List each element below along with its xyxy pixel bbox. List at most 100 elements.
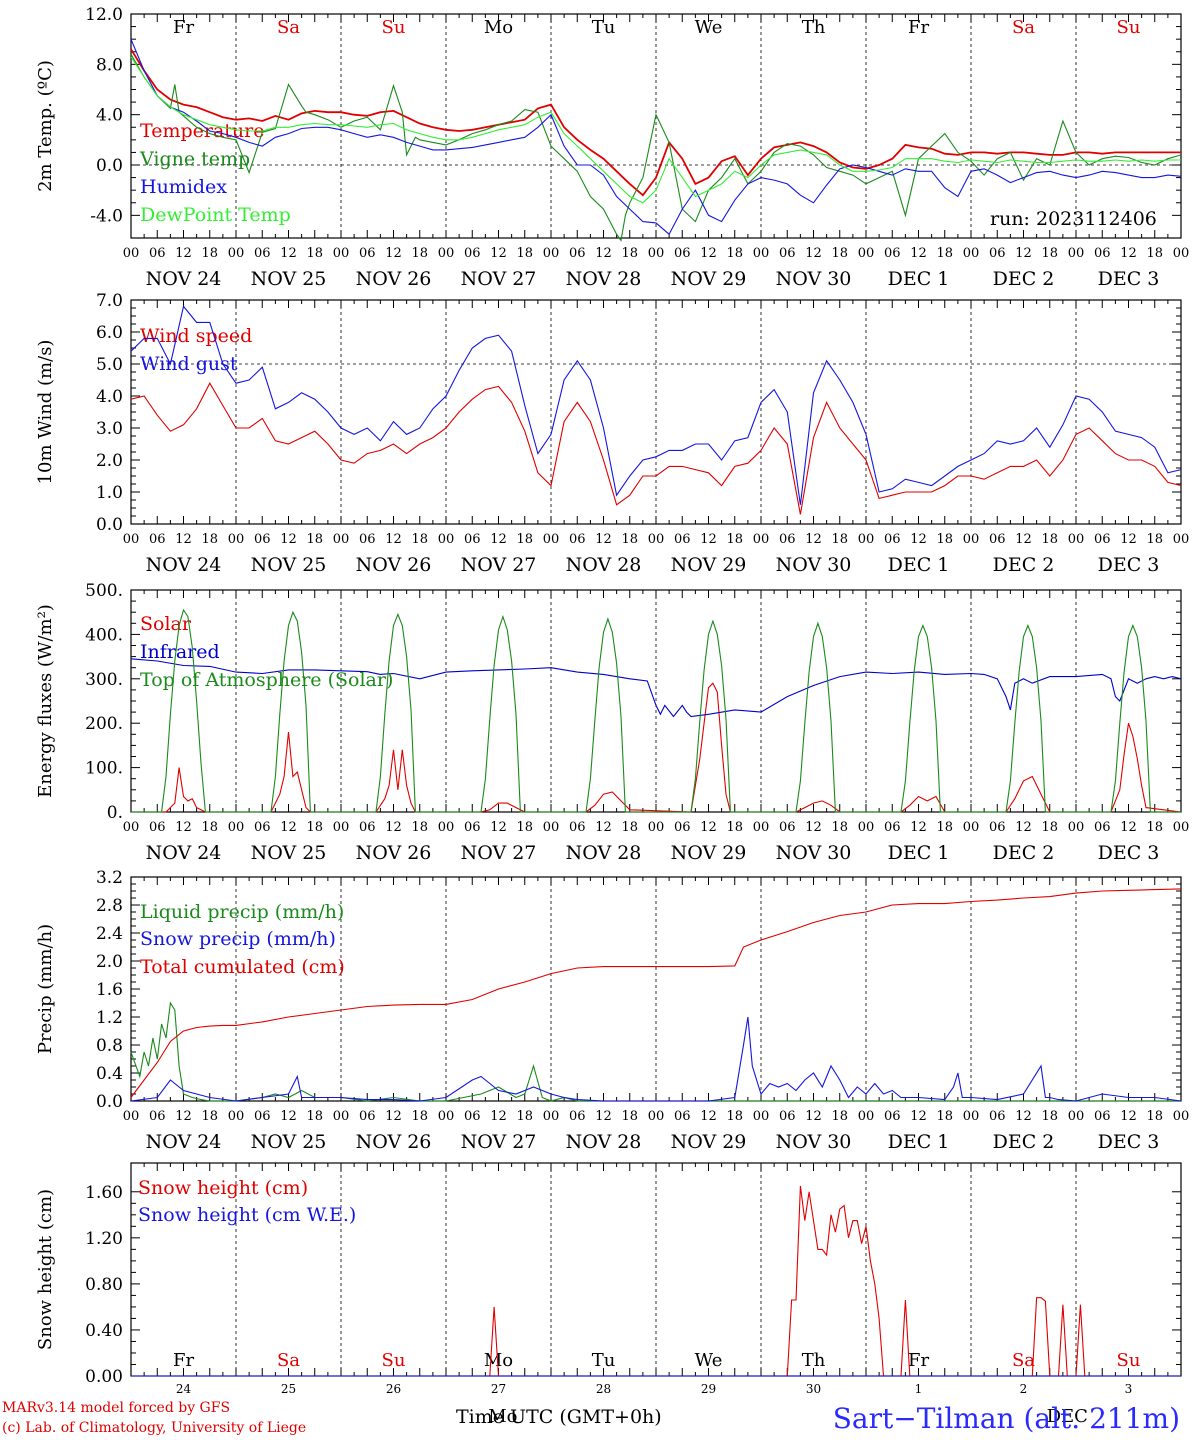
hour-label: 00 — [1173, 246, 1190, 261]
hour-label: 00 — [333, 532, 350, 547]
date-label: DEC 2 — [993, 554, 1055, 576]
station-name: Sart−Tilman (alt. 211m) — [832, 1402, 1180, 1435]
y-tick-label: 0.80 — [85, 1275, 123, 1295]
y-tick-label: 0.4 — [96, 1064, 123, 1084]
panel-2: 0.0 1.0 2.0 3.0 4.0 5.0 6.0 7.0 10m Wind (m/s) 00… — [35, 291, 1189, 576]
series-line — [130, 658, 1182, 718]
hour-label: 12 — [385, 532, 402, 547]
y-tick-label: 12.0 — [85, 5, 123, 25]
y-tick-label: 4.0 — [96, 387, 123, 407]
time-axis-label: Time UTC (GMT+0h) — [456, 1406, 662, 1428]
hour-label: 18 — [1146, 820, 1163, 835]
hour-label: 00 — [333, 820, 350, 835]
series-line — [131, 682, 1182, 813]
y-axis-label: Snow height (cm) — [35, 1189, 56, 1350]
hour-label: 00 — [438, 246, 455, 261]
hour-label: 06 — [464, 1109, 481, 1124]
legend-entry: Infrared — [140, 641, 220, 663]
weekday-label: Su — [382, 17, 406, 38]
hour-label: 18 — [621, 1109, 638, 1124]
legend-entry: Snow precip (mm/h) — [140, 928, 336, 950]
hour-label: 00 — [753, 532, 770, 547]
hour-label: 12 — [910, 820, 927, 835]
date-label: DEC 3 — [1098, 268, 1160, 290]
hour-label: 00 — [963, 532, 980, 547]
series-line — [130, 54, 1182, 242]
y-tick-label: 1.60 — [85, 1183, 123, 1203]
y-tick-label: 1.20 — [85, 1229, 123, 1249]
y-tick-label: 2.0 — [96, 451, 123, 471]
date-label: NOV 27 — [461, 554, 537, 576]
weekday-label: Tu — [592, 1350, 616, 1371]
hour-label: 12 — [805, 1109, 822, 1124]
hour-label: 18 — [621, 532, 638, 547]
lab-credit: (c) Lab. of Climatology, University of L… — [2, 1420, 307, 1436]
y-tick-label: 200. — [85, 714, 123, 734]
date-label: DEC 2 — [993, 1131, 1055, 1153]
legend-entry: Wind speed — [140, 325, 252, 347]
weekday-label: Tu — [592, 17, 616, 38]
hour-label: 18 — [831, 532, 848, 547]
hour-label: 06 — [989, 532, 1006, 547]
panel-1: 12.0 8.0 4.0 0.0 -4.0 2m Temp. (ºC) 00 06 12 18 NO… — [35, 5, 1189, 290]
y-axis-label: Energy fluxes (W/m²) — [35, 604, 56, 798]
hour-label: 06 — [359, 532, 376, 547]
hour-label: 00 — [1173, 532, 1190, 547]
day-number: 29 — [701, 1382, 716, 1396]
hour-label: 00 — [648, 1109, 665, 1124]
hour-label: 12 — [1015, 246, 1032, 261]
hour-label: 00 — [963, 1109, 980, 1124]
hour-label: 18 — [201, 820, 218, 835]
hour-label: 18 — [1041, 532, 1058, 547]
y-tick-label: 0.00 — [85, 1367, 123, 1387]
hour-label: 00 — [858, 246, 875, 261]
hour-label: 12 — [175, 246, 192, 261]
hour-label: 06 — [359, 820, 376, 835]
date-label: NOV 26 — [356, 554, 432, 576]
legend-entry: Humidex — [140, 176, 227, 198]
weekday-label: Fr — [173, 17, 194, 38]
hour-label: 18 — [936, 820, 953, 835]
weekday-label: Su — [1117, 17, 1141, 38]
hour-label: 12 — [175, 1109, 192, 1124]
date-label: NOV 27 — [461, 268, 537, 290]
legend-entry: Top of Atmosphere (Solar) — [140, 669, 393, 691]
hour-label: 06 — [884, 532, 901, 547]
y-tick-label: 1.0 — [96, 483, 123, 503]
legend-entry: Total cumulated (cm) — [140, 956, 345, 978]
legend-entry: DewPoint Temp — [140, 204, 291, 226]
y-tick-label: 100. — [85, 759, 123, 779]
date-label: NOV 24 — [146, 1131, 222, 1153]
y-tick-label: 2.8 — [96, 896, 123, 916]
hour-label: 12 — [1120, 820, 1137, 835]
hour-label: 18 — [201, 532, 218, 547]
hour-label: 18 — [726, 532, 743, 547]
day-number: 2 — [1020, 1382, 1028, 1396]
hour-label: 00 — [1173, 1109, 1190, 1124]
hour-label: 18 — [621, 820, 638, 835]
hour-label: 06 — [674, 532, 691, 547]
day-number: 30 — [806, 1382, 821, 1396]
hour-label: 12 — [910, 1109, 927, 1124]
hour-label: 12 — [385, 246, 402, 261]
y-tick-label: 4.0 — [96, 106, 123, 126]
date-label: NOV 28 — [566, 1131, 642, 1153]
hour-label: 06 — [1094, 1109, 1111, 1124]
day-number: 24 — [176, 1382, 192, 1396]
panel-3: 0. 100. 200. 300. 400. 500. Energy fluxes (W/m… — [35, 581, 1189, 864]
weekday-label: Mo — [484, 17, 513, 38]
hour-label: 06 — [254, 820, 271, 835]
hour-label: 12 — [385, 1109, 402, 1124]
date-label: NOV 28 — [566, 842, 642, 864]
weekday-label: We — [695, 17, 723, 38]
hour-label: 18 — [201, 246, 218, 261]
hour-label: 18 — [726, 1109, 743, 1124]
hour-label: 06 — [149, 1109, 166, 1124]
hour-label: 06 — [989, 246, 1006, 261]
hour-label: 06 — [254, 1109, 271, 1124]
hour-label: 06 — [1094, 532, 1111, 547]
hour-label: 06 — [464, 246, 481, 261]
y-tick-label: 0.40 — [85, 1321, 123, 1341]
date-label: DEC 1 — [888, 554, 950, 576]
